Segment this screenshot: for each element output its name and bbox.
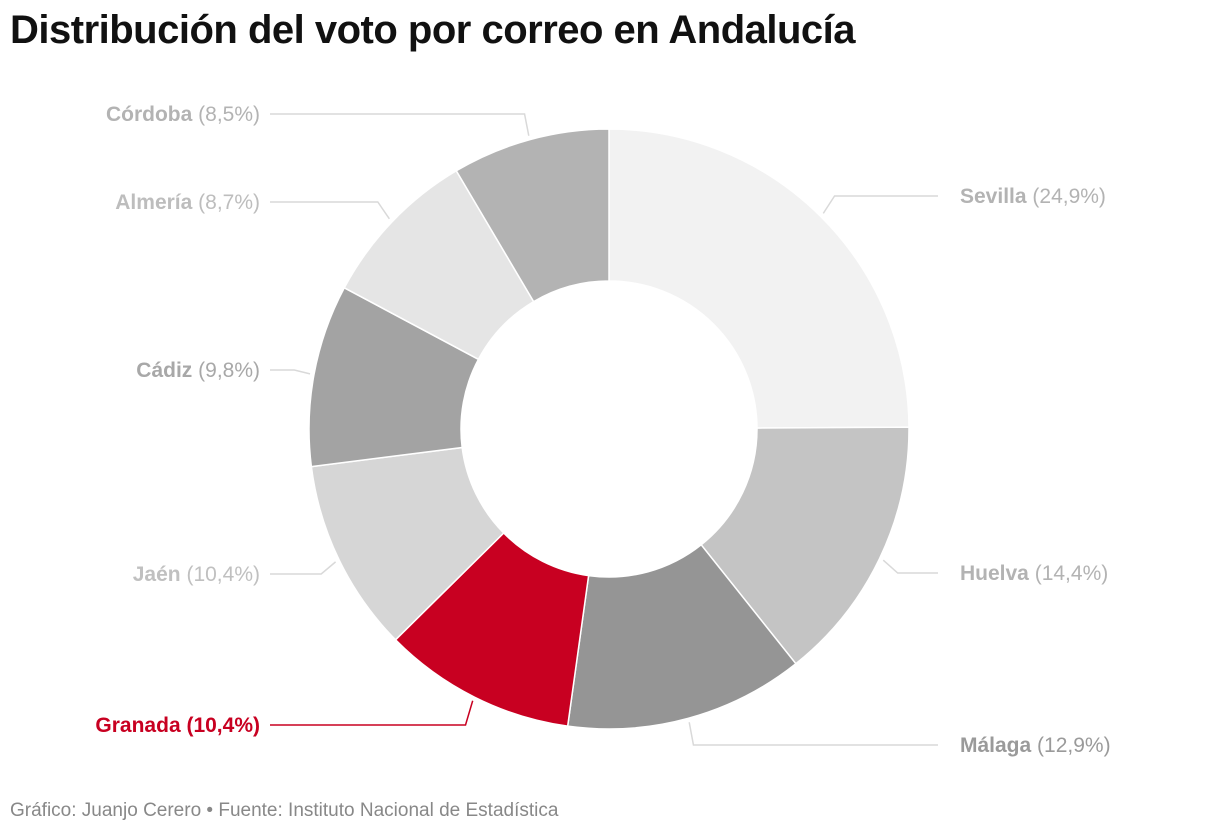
slice-cordoba	[455, 128, 610, 303]
label-value-cordoba: (8,5%)	[192, 103, 260, 126]
label-value-almeria: (8,7%)	[192, 191, 260, 214]
label-name-sevilla: Sevilla	[960, 185, 1027, 208]
label-name-cordoba: Córdoba	[106, 103, 193, 126]
leader-lines	[270, 113, 938, 746]
leader-sevilla	[822, 195, 938, 214]
slice-sevilla	[608, 128, 910, 429]
leader-almeria	[270, 201, 390, 220]
label-name-cadiz: Cádiz	[136, 359, 192, 382]
label-name-almeria: Almería	[115, 191, 192, 214]
label-name-huelva: Huelva	[960, 562, 1029, 585]
leader-granada	[270, 700, 474, 726]
label-name-granada: Granada	[95, 714, 181, 737]
leader-huelva	[882, 559, 938, 574]
leader-cadiz	[270, 369, 311, 375]
label-almeria: Almería (8,7%)	[115, 191, 260, 214]
label-name-malaga: Málaga	[960, 734, 1032, 757]
label-value-granada: (10,4%)	[181, 714, 260, 737]
slice-malaga	[566, 543, 797, 730]
label-value-malaga: (12,9%)	[1031, 734, 1110, 757]
donut-slices	[308, 128, 910, 730]
label-value-jaen: (10,4%)	[181, 563, 260, 586]
label-sevilla: Sevilla (24,9%)	[960, 185, 1106, 208]
label-cordoba: Córdoba (8,5%)	[106, 103, 260, 126]
label-value-sevilla: (24,9%)	[1027, 185, 1106, 208]
chart-title: Distribución del voto por correo en Anda…	[10, 8, 856, 52]
label-name-jaen: Jaén	[133, 563, 181, 586]
leader-jaen	[270, 561, 337, 575]
label-granada: Granada (10,4%)	[95, 714, 260, 737]
label-malaga: Málaga (12,9%)	[960, 734, 1111, 757]
label-cadiz: Cádiz (9,8%)	[136, 359, 260, 382]
slice-huelva	[700, 426, 910, 665]
label-jaen: Jaén (10,4%)	[133, 563, 260, 586]
slice-labels: Sevilla (24,9%) Huelva (14,4%) Málaga (12,…	[95, 103, 1110, 757]
leader-cordoba	[270, 113, 530, 136]
label-value-cadiz: (9,8%)	[192, 359, 260, 382]
leader-malaga	[688, 722, 938, 746]
label-huelva: Huelva (14,4%)	[960, 562, 1108, 585]
source-credit: Gráfico: Juanjo Cerero • Fuente: Institu…	[10, 800, 559, 821]
label-value-huelva: (14,4%)	[1029, 562, 1108, 585]
